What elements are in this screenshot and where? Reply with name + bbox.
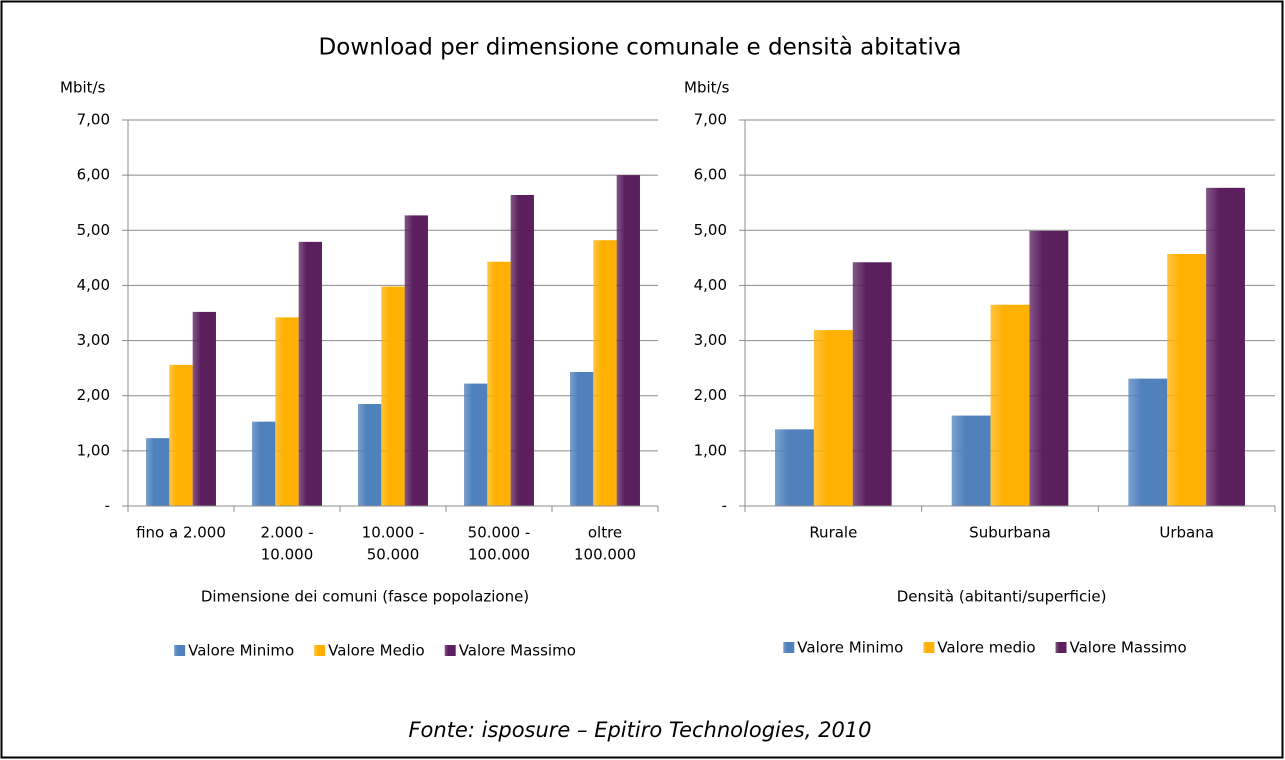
y-tick-label: - (105, 497, 110, 515)
y-tick-label: 3,00 (694, 331, 727, 349)
y-tick-label: 1,00 (77, 441, 110, 459)
x-tick-label: 2.000 - (260, 524, 313, 542)
bar (813, 330, 853, 506)
y-tick-label: 3,00 (77, 331, 110, 349)
bar (1029, 230, 1069, 506)
y-tick-label: 6,00 (694, 166, 727, 184)
legend-label: Valore Minimo (188, 642, 294, 660)
legend-swatch (314, 645, 326, 656)
legend-swatch (174, 645, 186, 656)
bar (381, 286, 405, 506)
x-axis-label: Densità (abitanti/superficie) (897, 588, 1107, 606)
bar (1206, 187, 1245, 506)
bar (570, 372, 594, 506)
legend: Valore Minimo Valore Medio Valore Massimo (174, 642, 576, 660)
bar (775, 429, 814, 506)
x-tick-label: Suburbana (969, 524, 1051, 542)
bar (593, 240, 617, 506)
y-tick-label: 4,00 (694, 276, 727, 294)
legend-swatch (1055, 642, 1067, 653)
bar (487, 261, 511, 506)
legend-swatch (783, 642, 795, 653)
legend-swatch (444, 645, 456, 656)
bar (1128, 378, 1168, 506)
y-tick-label: 7,00 (77, 111, 110, 129)
legend-label: Valore Medio (328, 642, 425, 660)
y-tick-label: 4,00 (77, 276, 110, 294)
y-tick-label: - (722, 497, 727, 515)
legend-label: Valore medio (937, 639, 1035, 657)
legend: Valore Minimo Valore medio Valore Massimo (783, 639, 1187, 657)
y-axis-label: Mbit/s (60, 79, 106, 97)
x-tick-label: Rurale (809, 524, 857, 542)
x-tick-label: 10.000 (261, 546, 314, 564)
bar (169, 364, 193, 506)
bar (510, 194, 534, 506)
y-tick-label: 6,00 (77, 166, 110, 184)
bar (298, 241, 322, 506)
bar (146, 438, 170, 506)
x-tick-label: fino a 2.000 (136, 524, 226, 542)
x-tick-label: 10.000 - (362, 524, 425, 542)
y-tick-label: 5,00 (694, 221, 727, 239)
source: Fonte: isposure – Epitiro Technologies, … (408, 718, 871, 742)
y-tick-label: 2,00 (77, 386, 110, 404)
legend-label: Valore Massimo (459, 642, 576, 660)
x-tick-label: 50.000 - (468, 524, 531, 542)
legend-swatch (923, 642, 935, 653)
x-tick-label: oltre (588, 524, 622, 542)
bar (1167, 253, 1207, 506)
x-tick-label: 100.000 (468, 546, 530, 564)
bar (358, 403, 382, 506)
bar (616, 175, 640, 506)
bar (404, 215, 428, 506)
y-tick-label: 5,00 (77, 221, 110, 239)
bar (990, 304, 1030, 506)
x-tick-label: 100.000 (574, 546, 636, 564)
legend-label: Valore Massimo (1070, 639, 1187, 657)
x-axis-label: Dimensione dei comuni (fasce popolazione… (201, 588, 529, 606)
chart-title: Download per dimensione comunale e densi… (319, 35, 962, 61)
bar (951, 415, 991, 506)
y-tick-label: 2,00 (694, 386, 727, 404)
legend-label: Valore Minimo (797, 639, 903, 657)
bar (852, 262, 892, 506)
y-tick-label: 1,00 (694, 441, 727, 459)
y-axis-label: Mbit/s (684, 79, 730, 97)
bar (252, 421, 276, 506)
bar (192, 311, 216, 506)
bar (275, 317, 299, 506)
y-tick-label: 7,00 (694, 111, 727, 129)
x-tick-label: Urbana (1159, 524, 1214, 542)
bar (464, 383, 488, 506)
x-tick-label: 50.000 (367, 546, 420, 564)
